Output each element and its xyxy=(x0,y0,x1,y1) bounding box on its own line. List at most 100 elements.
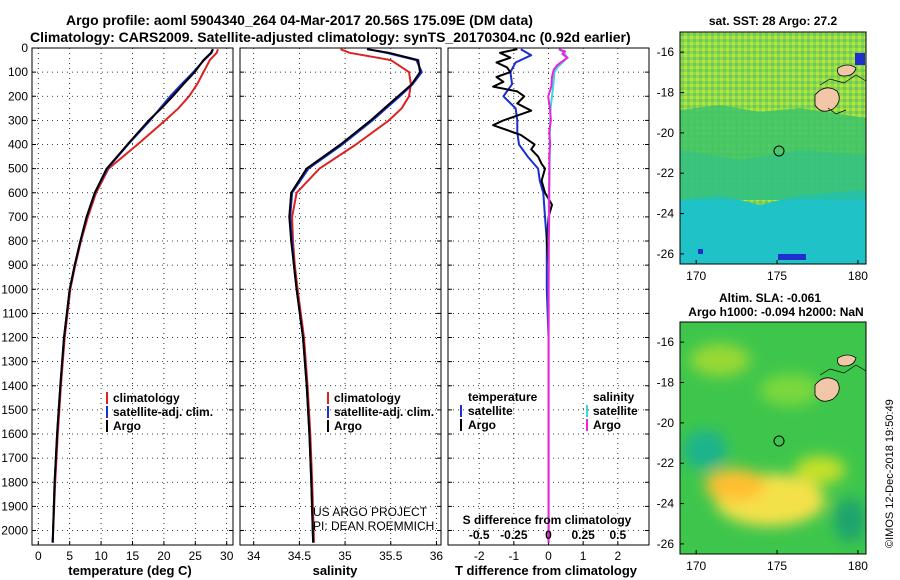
sla-low-anomaly xyxy=(683,430,727,470)
legend-label-t-argo: Argo xyxy=(468,418,496,432)
depth-tick-label: 1700 xyxy=(1,451,28,465)
project-credit: US ARGO PROJECT xyxy=(313,505,428,519)
map-lat-label: -18 xyxy=(657,86,675,100)
sst-cool-region xyxy=(680,190,866,264)
x-tick-label: 2 xyxy=(614,549,621,563)
series-line-t-argo xyxy=(492,48,553,543)
x-tick-label: -1 xyxy=(509,549,520,563)
depth-tick-label: 0 xyxy=(21,41,28,55)
depth-tick-label: 1500 xyxy=(1,403,28,417)
series-line-argo xyxy=(51,48,214,543)
salinity-series xyxy=(288,48,423,543)
depth-tick-label: 1800 xyxy=(1,475,28,489)
map-lat-label: -16 xyxy=(657,335,675,349)
depth-tick-label: 700 xyxy=(8,210,28,224)
depth-axis-ticks: 0 100 200 300 400 500 600 700 800 900 1000 1100 1200… xyxy=(1,41,28,538)
salinity-panel: 34 34.5 35 35.5 36 salinity climatology sate… xyxy=(239,47,444,578)
secondary-tick-label: -0.25 xyxy=(500,528,528,542)
x-tick-label: 10 xyxy=(94,549,108,563)
sla-low-anomaly xyxy=(760,374,820,406)
sst-transition-band xyxy=(680,150,866,200)
legend-label-satellite: satellite-adj. clim. xyxy=(113,405,213,419)
sst-map-frame xyxy=(679,31,867,265)
series-line-climatology xyxy=(51,48,219,543)
depth-tick-label: 1100 xyxy=(2,306,28,320)
land-island xyxy=(814,377,840,402)
sst-map-ticks: 170 175 180 -16 -18 -20 -22 -24 -26 xyxy=(657,45,869,283)
map-lon-label: 180 xyxy=(848,269,868,283)
coastline xyxy=(819,364,866,376)
sla-high-anomaly xyxy=(795,456,845,484)
x-tick-label: 0 xyxy=(35,549,42,563)
salinity-gridlines xyxy=(240,47,441,545)
x-tick-label: 1 xyxy=(580,549,587,563)
sla-field xyxy=(680,322,866,554)
legend-label-s-argo: Argo xyxy=(593,418,621,432)
legend-label-argo: Argo xyxy=(113,419,141,433)
depth-tick-label: 500 xyxy=(8,162,28,176)
map-lon-label: 170 xyxy=(686,559,706,573)
map-lat-label: -20 xyxy=(657,416,675,430)
depth-tick-label: 900 xyxy=(8,258,28,272)
argo-float-marker xyxy=(773,435,785,447)
title-line-2: Climatology: CARS2009. Satellite-adjuste… xyxy=(30,29,631,45)
legend-label-climatology: climatology xyxy=(113,391,180,405)
x-tick-label: 30 xyxy=(220,549,234,563)
legend-label-t-satellite: satellite xyxy=(468,404,513,418)
depth-tick-label: 1600 xyxy=(1,427,28,441)
x-tick-label: -2 xyxy=(474,549,485,563)
sla-low-anomaly xyxy=(834,498,866,542)
legend-label-s-satellite: satellite xyxy=(593,404,638,418)
map-lon-label: 170 xyxy=(686,269,706,283)
land-island xyxy=(837,354,857,367)
depth-tick-label: 1000 xyxy=(1,282,28,296)
x-tick-label: 35.5 xyxy=(379,549,403,563)
depth-tick-label: 2000 xyxy=(1,524,28,538)
difference-panel: -2 -1 0 1 2 T difference from climatology S … xyxy=(447,47,650,578)
salinity-xlabel: salinity xyxy=(313,563,359,578)
x-tick-label: 25 xyxy=(189,549,203,563)
map-lat-label: -22 xyxy=(657,166,675,180)
map-lon-label: 175 xyxy=(767,559,787,573)
coastline xyxy=(819,74,866,115)
sla-high-anomaly xyxy=(690,344,750,376)
series-line-argo xyxy=(288,48,421,543)
depth-tick-label: 1400 xyxy=(1,379,28,393)
land-island xyxy=(814,87,840,112)
sla-high-anomaly xyxy=(705,469,765,501)
legend-label-argo: Argo xyxy=(334,419,362,433)
map-lat-label: -26 xyxy=(657,247,675,261)
sla-map-subtitle: Argo h1000: -0.094 h2000: NaN xyxy=(688,305,863,319)
x-tick-label: 36 xyxy=(430,549,444,563)
series-line-s-argo xyxy=(547,48,569,543)
depth-tick-label: 400 xyxy=(8,138,28,152)
depth-tick-label: 1900 xyxy=(1,499,28,513)
depth-tick-label: 800 xyxy=(8,234,28,248)
legend-label-satellite: satellite-adj. clim. xyxy=(334,405,434,419)
salinity-axes-frame xyxy=(239,47,442,546)
series-line-t-satellite xyxy=(502,48,550,543)
map-lat-label: -26 xyxy=(657,537,675,551)
map-lon-label: 180 xyxy=(848,559,868,573)
sla-map-ticks: 170 175 180 -16 -18 -20 -22 -24 -26 xyxy=(657,335,869,573)
x-tick-label: 34.5 xyxy=(288,549,312,563)
x-tick-label: 20 xyxy=(157,549,171,563)
secondary-tick-label: 0.25 xyxy=(571,528,595,542)
temperature-series xyxy=(51,48,219,543)
temperature-gridlines xyxy=(32,47,233,545)
sla-map-title: Altim. SLA: -0.061 xyxy=(719,291,821,305)
map-lat-label: -24 xyxy=(657,207,675,221)
secondary-tick-label: 0 xyxy=(545,528,552,542)
pi-credit: PI: DEAN ROEMMICH xyxy=(313,519,434,533)
temperature-xlabel: temperature (deg C) xyxy=(68,563,192,578)
secondary-tick-label: -0.5 xyxy=(469,528,490,542)
sla-map-frame xyxy=(679,321,867,555)
title-line-1: Argo profile: aoml 5904340_264 04-Mar-20… xyxy=(66,12,533,28)
sst-missing-patch xyxy=(778,254,806,260)
legend-title-salinity: salinity xyxy=(593,390,635,404)
legend-title-temperature: temperature xyxy=(468,390,538,404)
difference-legend: temperature satellite Argo salinity sate… xyxy=(460,390,638,432)
argo-float-marker xyxy=(773,145,785,157)
map-lat-label: -22 xyxy=(657,456,675,470)
depth-tick-label: 600 xyxy=(8,186,28,200)
